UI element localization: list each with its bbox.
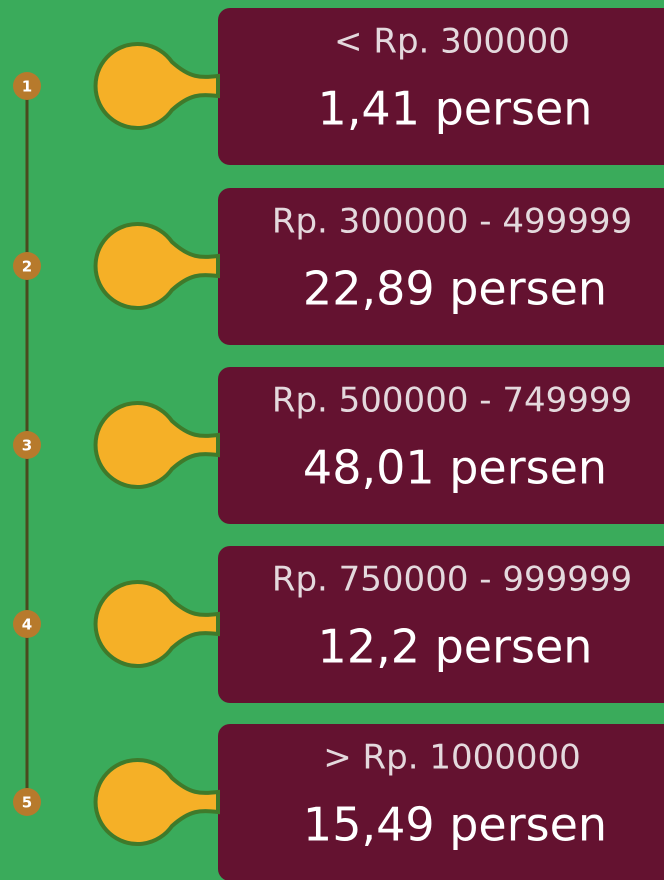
item-range: Rp. 750000 - 999999 <box>272 560 632 600</box>
item-box <box>218 8 664 165</box>
item-number: 3 <box>22 437 32 455</box>
item-number: 2 <box>22 258 32 276</box>
items: 1 < Rp. 300000 1,41 persen 2 Rp. 300000 - 49… <box>13 8 664 880</box>
item-value: 12,2 persen <box>318 620 593 674</box>
item-range: < Rp. 300000 <box>334 22 570 62</box>
drop-shape <box>93 580 220 668</box>
item-range: Rp. 300000 - 499999 <box>272 202 632 242</box>
item-box <box>218 546 664 703</box>
item-number: 1 <box>22 78 32 96</box>
number-badge <box>13 610 41 638</box>
drop-shape <box>93 222 220 310</box>
item-value: 1,41 persen <box>318 82 593 136</box>
item-number: 4 <box>22 616 32 634</box>
item-range: Rp. 500000 - 749999 <box>272 381 632 421</box>
number-badge <box>13 788 41 816</box>
item-value: 22,89 persen <box>303 262 607 316</box>
item-box <box>218 367 664 524</box>
number-badge <box>13 252 41 280</box>
item-number: 5 <box>22 794 32 812</box>
item-value: 15,49 persen <box>303 798 607 852</box>
number-badge <box>13 72 41 100</box>
item-box <box>218 188 664 345</box>
item-range: > Rp. 1000000 <box>323 738 581 778</box>
item-box <box>218 724 664 880</box>
drop-shape <box>93 42 220 130</box>
drop-shape <box>93 401 220 489</box>
drop-shape <box>93 758 220 846</box>
number-badge <box>13 431 41 459</box>
item-value: 48,01 persen <box>303 441 607 495</box>
